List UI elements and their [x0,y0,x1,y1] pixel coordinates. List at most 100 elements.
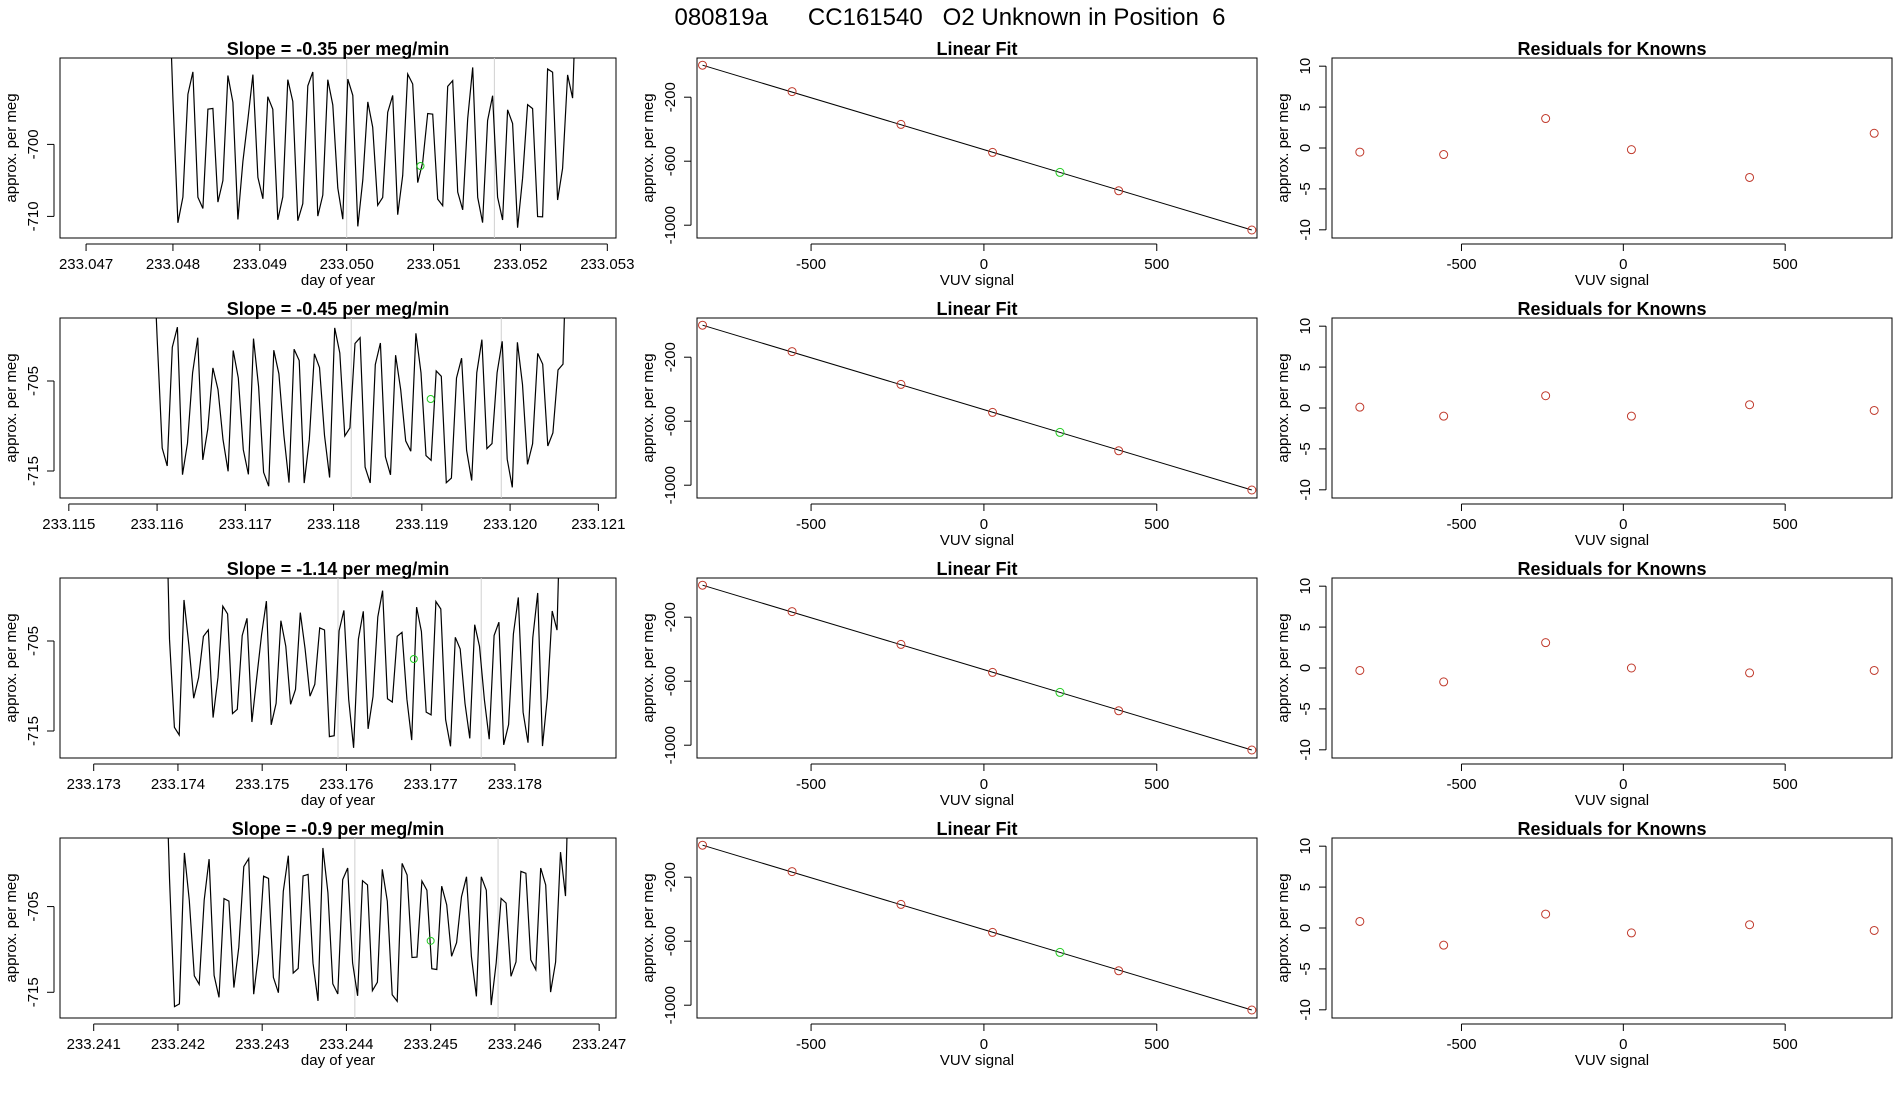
x-tick-label: 233.048 [146,256,200,273]
x-tick-label: 233.117 [219,516,272,533]
y-axis: -705 -715 [25,626,55,746]
y-tick-label: -5 [1297,182,1314,195]
panel-row2-residuals: Residuals for Knowns -500 0 500 VUV signal 10… [1275,299,1893,549]
data-trace [155,318,565,488]
x-tick-label: 0 [1619,1036,1627,1053]
panel-row3-residuals: Residuals for Knowns -500 0 500 VUV signal 10… [1275,559,1893,809]
unknown-point [1055,947,1065,957]
x-tick-label: 0 [980,1036,988,1053]
plot-area [1355,909,1879,950]
y-tick-label: -200 [662,602,679,632]
x-axis-label: VUV signal [940,272,1014,289]
y-tick-label: 10 [1297,318,1314,335]
x-tick-label: 0 [980,776,988,793]
x-axis-label: VUV signal [940,792,1014,809]
plot-area [1355,391,1879,421]
panel-row4-residuals: Residuals for Knowns -500 0 500 VUV signal 10… [1275,819,1893,1069]
x-axis: 233.241 233.242 233.243 233.244 233.245 233.2… [67,1023,626,1053]
x-tick-label: 233.246 [488,1036,542,1053]
y-tick-label: -715 [25,456,42,486]
y-tick-label: -5 [1297,442,1314,455]
x-axis-label: VUV signal [1575,1052,1649,1069]
residual-point [1626,411,1636,421]
panel-title: Linear Fit [936,559,1017,579]
plot-frame [1331,57,1893,239]
panel-row1-residuals: Residuals for Knowns -500 0 500 VUV signal 10… [1275,39,1893,289]
x-tick-label: 233.247 [572,1036,626,1053]
x-tick-label: 233.050 [320,256,374,273]
unknown-point [426,395,435,403]
x-tick-label: 233.241 [67,1036,121,1053]
y-tick-label: 0 [1297,924,1314,932]
y-axis: -705 -715 [25,892,55,1007]
known-point [988,927,998,937]
residual-point [1541,638,1551,648]
plot-area [155,318,565,498]
data-trace [167,838,568,1008]
y-tick-label: -600 [662,146,679,176]
residual-point [1869,925,1879,935]
y-tick-label: -710 [25,201,42,231]
y-axis-label: approx. per meg [3,353,20,462]
residual-point [1439,411,1449,421]
y-tick-label: 5 [1297,883,1314,891]
x-tick-label: -500 [796,516,826,533]
residual-point [1541,909,1551,919]
residual-point [1355,665,1365,675]
y-tick-label: -5 [1297,962,1314,975]
panel-title: Slope = -0.9 per meg/min [232,819,445,839]
residual-point [1626,663,1636,673]
x-tick-label: 233.047 [59,256,113,273]
known-point [896,119,906,129]
known-point [896,379,906,389]
known-point [787,87,797,97]
panel-row2-linearfit: Linear Fit -500 0 500 VUV signal -200 -600 -100… [640,299,1258,549]
panel-title: Residuals for Knowns [1517,559,1706,579]
known-point [1247,1005,1257,1015]
x-tick-label: 233.120 [483,516,537,533]
residual-point [1745,172,1755,182]
y-axis: -200 -600 -1000 [662,602,692,764]
y-tick-label: -10 [1297,999,1314,1021]
known-point [1247,485,1257,495]
known-point [1114,706,1124,716]
known-point [787,347,797,357]
x-tick-label: 233.053 [580,256,634,273]
x-tick-label: 0 [1619,776,1627,793]
plot-frame [1331,837,1893,1019]
x-tick-label: 500 [1144,516,1169,533]
y-axis: -200 -600 -1000 [662,862,692,1024]
y-axis: -700 -710 [25,129,55,231]
y-tick-label: 0 [1297,144,1314,152]
y-tick-label: -1000 [662,986,679,1024]
panel-row4-timeseries: Slope = -0.9 per meg/min 233.241 233.242 23… [3,819,626,1069]
panel-title: Residuals for Knowns [1517,299,1706,319]
y-tick-label: -600 [662,406,679,436]
y-axis: 10 5 0 -5 -10 [1297,58,1327,241]
x-tick-label: -500 [796,776,826,793]
plot-frame [696,57,1258,239]
x-tick-label: 0 [980,256,988,273]
known-point [988,667,998,677]
residual-point [1439,940,1449,950]
x-tick-label: 0 [980,516,988,533]
residual-point [1355,402,1365,412]
known-point [698,60,708,70]
x-tick-label: 500 [1773,256,1798,273]
plot-frame [696,577,1258,759]
known-point [787,867,797,877]
x-axis: -500 0 500 [796,763,1169,793]
residual-point [1869,665,1879,675]
data-trace [170,58,575,228]
x-tick-label: 500 [1144,256,1169,273]
y-axis: -200 -600 -1000 [662,82,692,244]
y-tick-label: -700 [25,129,42,159]
y-axis: 10 5 0 -5 -10 [1297,838,1327,1021]
x-axis-label: day of year [301,272,375,289]
known-point [988,407,998,417]
known-point [1247,225,1257,235]
y-tick-label: 0 [1297,404,1314,412]
y-tick-label: -600 [662,926,679,956]
y-axis: -705 -715 [25,366,55,486]
plot-frame [59,317,617,499]
